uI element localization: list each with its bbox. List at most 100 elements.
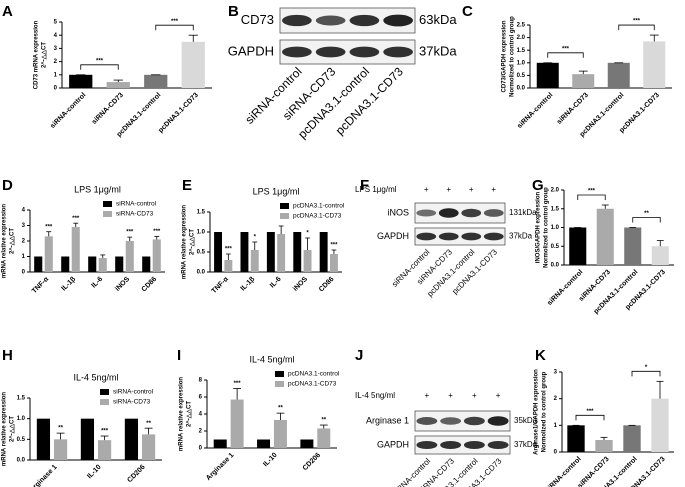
y-tick-label: 0.0 [197,270,206,276]
legend-swatch [275,381,284,387]
blot-band [463,440,485,450]
bar [595,440,613,452]
y-tick-label: 1 [22,254,26,260]
bar [250,250,259,272]
treatment-label: LPS 1μg/ml [355,185,397,194]
x-tick-label: iNOS [292,276,309,293]
y-axis-label: mRNA relative expression [182,205,188,279]
blot-band [349,46,380,58]
y-axis-label: Normolized to control group [544,187,550,268]
x-tick-label: iNOS [114,276,131,293]
band-size: 37kDa [509,232,533,241]
y-tick-label: 0 [54,86,58,92]
panel-label: E [182,177,192,194]
legend-swatch [275,371,284,377]
legend-swatch [103,211,112,217]
bar [214,232,223,272]
y-tick-label: 2.5 [517,23,526,29]
significance-label: *** [225,247,233,253]
panel-label: C [462,3,473,20]
blot-band [315,46,346,58]
significance-bracket [575,414,605,421]
significance-bracket [631,370,661,377]
x-tick-label: CD86 [318,276,336,294]
band-name: GAPDH [377,231,409,241]
y-tick-label: 0.5 [17,437,26,443]
bar [181,41,205,88]
y-tick-label: 4 [54,33,58,39]
y-tick-label: 4 [199,412,203,418]
y-tick-label: 2 [54,59,58,65]
bar [142,256,151,272]
blot-band [282,46,312,58]
bar [125,241,134,272]
bar [277,234,286,272]
legend-label: pcDNA3.1-control [293,203,345,210]
x-tick-label: siRNA-control [516,92,554,130]
bar [569,227,587,265]
y-axis-label: CD73/GAPDH expression [502,20,508,92]
blot-band [463,416,485,426]
x-tick-label: siRNA-control [546,269,584,307]
blot-frame [414,410,511,432]
bar [69,74,93,88]
band-name: Arginase 1 [366,415,409,425]
blot-band [487,416,509,426]
x-tick-label: TNF-α [211,275,231,295]
x-tick-label: IL-10 [86,464,103,481]
y-tick-label: 0.5 [517,73,526,79]
y-axis-label: Arginase1/GAPDH expression [534,369,540,455]
panel-label: D [2,177,13,194]
x-tick-label: Arginase 1 [205,452,235,482]
x-tick-label: pcDNA3.1-CD73 [157,92,200,135]
band-size: 37kDa [514,440,538,449]
band-name: iNOS [387,207,409,217]
chart-title: IL-4 5ng/ml [249,354,294,364]
y-tick-label: 5 [54,20,58,26]
panel-label: K [535,347,546,364]
x-tick-label: IL-1β [240,275,257,292]
y-tick-label: 2.0 [551,188,560,194]
bar [106,82,130,88]
bar [303,250,312,272]
legend-label: siRNA-CD73 [116,211,154,218]
treatment-mark: + [496,391,501,400]
y-tick-label: 8 [199,378,203,384]
band-size: 37kDa [419,43,457,58]
blot-band [487,440,509,450]
significance-label: *** [562,46,570,52]
bar [71,227,80,272]
bar [567,425,585,452]
y-tick-label: 0.0 [551,263,560,269]
significance-bracket [547,52,584,58]
significance-label: ** [278,406,283,412]
blot-band [461,208,482,218]
y-tick-label: 2 [199,429,203,435]
x-tick-label: TNF-α [31,275,51,295]
treatment-mark: + [472,391,477,400]
y-tick-label: 1 [54,72,58,78]
y-tick-label: 1.0 [17,416,26,422]
y-tick-label: 1.5 [17,396,26,402]
legend-label: siRNA-control [113,389,154,396]
significance-bracket [618,24,655,31]
legend-label: siRNA-CD73 [113,399,151,406]
significance-label: *** [234,381,242,387]
significance-label: ** [321,418,326,424]
blot-band [438,208,459,218]
legend-label: pcDNA3.1-CD73 [293,213,342,220]
blot-band [282,14,312,27]
significance-label: ** [58,426,63,432]
significance-label: *** [330,243,338,249]
bar [596,208,614,265]
treatment-mark: + [446,185,451,194]
blot-frame [414,227,506,246]
legend-swatch [103,201,112,207]
bar [624,227,642,265]
x-tick-label: CD206 [126,464,146,484]
legend-label: pcDNA3.1-control [288,371,340,378]
bar [300,439,314,448]
lane-label: siRNA-control [390,247,431,288]
panel-label: B [228,3,239,20]
significance-bracket [577,194,606,200]
